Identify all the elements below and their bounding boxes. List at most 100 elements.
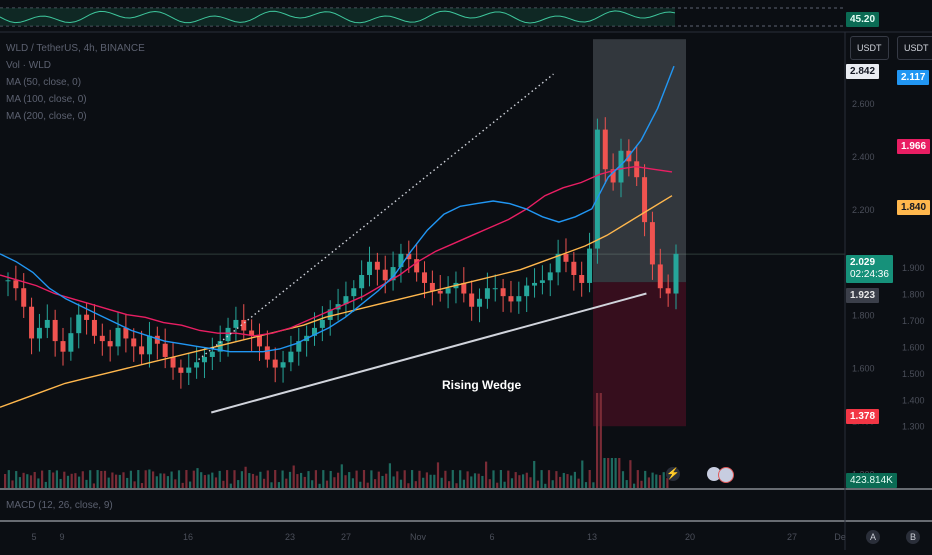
volume-bar: [603, 458, 606, 488]
volume-bar: [248, 473, 251, 488]
volume-bar: [544, 483, 547, 488]
indicator-ma50[interactable]: MA (50, close, 0): [6, 77, 82, 88]
flag-event-icon-2[interactable]: [718, 467, 734, 483]
wedge-upper-line: [198, 73, 554, 361]
volume-bar: [636, 470, 639, 488]
volume-bar: [444, 470, 447, 488]
volume-bar: [584, 482, 588, 488]
volume-bar: [285, 478, 288, 488]
unit-button-left[interactable]: USDT: [850, 36, 889, 60]
candle-body: [539, 280, 545, 283]
candle-body: [319, 319, 325, 328]
macd-label[interactable]: MACD (12, 26, close, 9): [6, 500, 113, 511]
volume-bar: [522, 474, 525, 488]
volume-bar: [473, 473, 477, 488]
ma200-line: [0, 195, 673, 408]
candle-body: [414, 259, 420, 273]
volume-bar: [348, 472, 351, 488]
candle-body: [343, 296, 349, 305]
ma100-line: [0, 165, 673, 337]
volume-bar: [92, 483, 95, 488]
candle-body: [76, 314, 82, 334]
volume-bar: [377, 471, 380, 488]
candle-body: [36, 327, 42, 339]
indicator-ma100[interactable]: MA (100, close, 0): [6, 94, 87, 105]
volume-bar: [485, 461, 488, 488]
volume-bar: [314, 470, 317, 488]
volume-bar: [477, 473, 480, 488]
volume-bar: [588, 470, 591, 488]
candle-body: [131, 338, 137, 347]
y-tick-left: 2.600: [852, 99, 875, 109]
candle-body: [60, 341, 66, 352]
volume-bar: [559, 476, 562, 488]
candle-body: [107, 341, 113, 347]
x-tick-label: 6: [489, 532, 494, 542]
candle-body: [461, 282, 467, 294]
volume-bar: [200, 472, 203, 488]
current-price-value: 2.029: [850, 257, 876, 268]
rising-wedge-label[interactable]: Rising Wedge: [442, 378, 522, 392]
candle-body: [13, 280, 19, 289]
volume-bar: [144, 470, 147, 488]
volume-bar: [662, 472, 665, 488]
volume-bar: [41, 470, 44, 488]
lightning-icon[interactable]: ⚡: [666, 467, 680, 481]
volume-bar: [292, 465, 295, 488]
volume-bar: [414, 481, 417, 488]
volume-bar: [281, 470, 284, 488]
candle-body: [351, 288, 357, 297]
volume-bar: [411, 470, 414, 488]
volume-bar: [355, 470, 358, 488]
volume-bar: [115, 474, 118, 488]
candle-body: [547, 272, 553, 281]
volume-bar: [103, 470, 107, 488]
volume-bar: [259, 471, 262, 488]
volume-bar: [536, 480, 539, 488]
candle-body: [52, 319, 58, 342]
volume-bar: [374, 479, 377, 488]
x-tick-label: 16: [183, 532, 193, 542]
candle-body: [642, 177, 648, 223]
candle-body: [359, 275, 365, 289]
ma200-price-badge: 1.840: [897, 200, 931, 215]
y-tick-right: 1.900: [902, 263, 925, 273]
volume-bar: [573, 471, 576, 488]
candle-body: [162, 343, 168, 357]
volume-bar: [451, 470, 454, 488]
y-tick-left: 2.200: [852, 205, 875, 215]
volume-bar: [359, 481, 362, 488]
volume-bar: [233, 470, 236, 488]
volume-bar: [666, 478, 669, 488]
candle-body: [217, 341, 223, 352]
volume-bar: [658, 475, 662, 488]
volume-bar: [244, 466, 247, 488]
candle-body: [178, 367, 184, 373]
volume-bar: [514, 472, 517, 488]
candle-body: [634, 161, 640, 178]
volume-bar: [396, 471, 399, 488]
log-scale-button[interactable]: B: [906, 530, 920, 544]
volume-bar: [440, 477, 443, 488]
unit-button-right[interactable]: USDT: [897, 36, 932, 60]
auto-scale-button[interactable]: A: [866, 530, 880, 544]
volume-bar: [11, 480, 14, 488]
volume-bar: [274, 470, 277, 488]
indicator-ma200[interactable]: MA (200, close, 0): [6, 111, 87, 122]
candle-body: [68, 333, 74, 352]
candle-body: [618, 150, 624, 183]
flag-event-icon[interactable]: [707, 467, 721, 481]
candle-body: [390, 267, 396, 281]
volume-bar: [237, 480, 240, 488]
symbol-line[interactable]: WLD / TetherUS, 4h, BINANCE: [6, 43, 145, 54]
candle-body: [84, 314, 90, 320]
indicator-volume[interactable]: Vol · WLD: [6, 60, 52, 71]
volume-bar: [429, 474, 432, 488]
volume-bar: [152, 471, 155, 488]
candle-body: [139, 346, 145, 355]
volume-bar: [159, 473, 162, 488]
countdown-timer: 02:24:36: [850, 269, 889, 280]
volume-bar: [651, 472, 654, 488]
